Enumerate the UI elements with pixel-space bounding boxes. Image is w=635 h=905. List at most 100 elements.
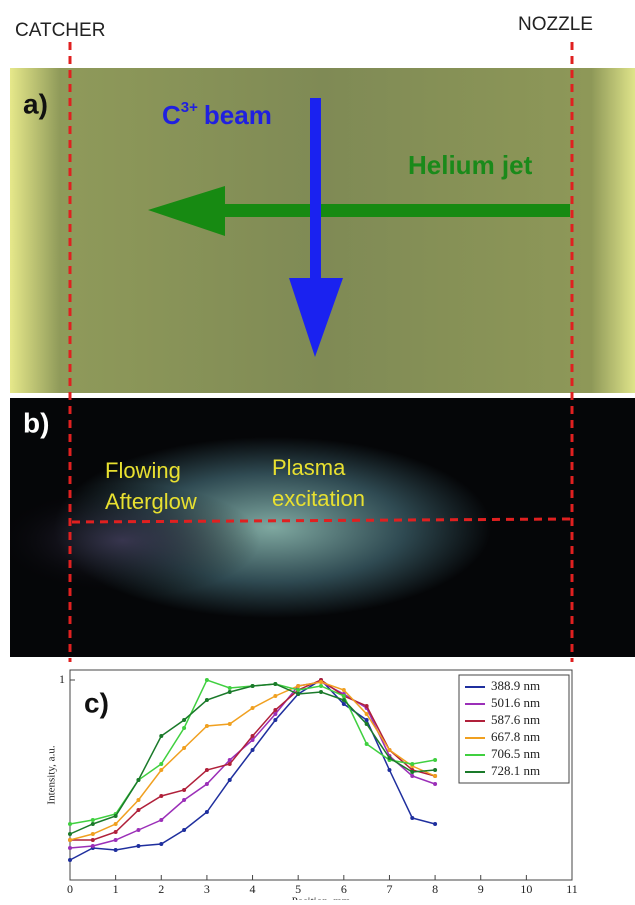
point [90,844,95,848]
point [364,742,369,746]
point [204,678,209,682]
legend-label: 587.6 nm [491,712,540,727]
point [113,822,118,826]
point [204,768,209,772]
point [273,694,278,698]
point [113,830,118,834]
y-axis-label: Intensity, a.u. [46,745,58,804]
point [433,782,438,786]
x-tick-label: 9 [478,882,484,896]
point [341,694,346,698]
point [341,688,346,692]
point [68,858,72,862]
point [113,838,118,842]
point [182,726,187,730]
point [182,798,187,802]
point [68,832,72,836]
x-tick-label: 1 [113,882,119,896]
point [227,762,232,766]
point [204,810,209,814]
nozzle-label: NOZZLE [518,14,593,35]
point [433,822,438,826]
chart-title: c) [84,687,109,718]
x-axis-label: Position, mm [292,896,351,900]
beam-label: C3+ beam [162,99,272,130]
chart: 012345678910111Position, mmIntensity, a.… [46,669,578,905]
y-tick-label: 1 [59,672,65,686]
x-tick-label: 10 [520,882,532,896]
point [319,684,323,688]
point [227,690,232,694]
point [364,704,369,708]
point [159,842,164,846]
legend-label: 667.8 nm [491,729,540,744]
x-tick-label: 4 [250,882,256,896]
point [159,762,164,766]
point [136,844,141,848]
x-tick-label: 7 [386,882,392,896]
afterglow-glow [10,398,635,657]
point [68,846,72,850]
afterglow-line: Flowing [105,458,181,483]
excitation-line: Plasma [272,455,346,480]
point [136,828,141,832]
x-tick-label: 5 [295,882,301,896]
point [387,748,392,752]
point [90,822,95,826]
point [90,818,95,822]
point [136,778,141,782]
point [433,768,438,772]
point [159,768,164,772]
point [204,724,209,728]
point [273,712,278,716]
point [182,788,187,792]
panel-a-image [10,68,635,393]
point [182,746,187,750]
x-tick-label: 0 [67,882,73,896]
point [341,698,346,702]
jet-arrow [148,186,570,236]
point [341,702,346,706]
beam-arrow [289,98,343,357]
point [433,758,438,762]
point [410,762,415,766]
guides [68,42,574,662]
point [250,684,255,688]
point [159,734,164,738]
legend-box [458,674,570,784]
point [364,722,369,726]
point [250,748,255,752]
point [296,688,301,692]
point [227,686,232,690]
point [204,698,209,702]
point [227,722,232,726]
point [250,734,255,738]
beam-sup: 3+ [181,99,198,116]
point [410,816,415,820]
legend-label: 388.9 nm [491,678,540,693]
x-tick-label: 6 [341,882,347,896]
point [319,690,323,694]
point [68,838,72,842]
point [387,756,392,760]
point [364,712,369,716]
point [319,680,323,684]
point [136,798,141,802]
panel-b-label: b) [23,407,49,438]
excitation-line: excitation [272,486,365,511]
beam-c: C [162,100,181,130]
jet-label: Helium jet [408,150,533,180]
point [364,718,369,722]
point [227,758,232,762]
point [68,822,72,826]
point [90,832,95,836]
legend-label: 706.5 nm [491,746,540,761]
point [296,692,301,696]
point [182,718,187,722]
point [296,684,301,688]
afterglow-line: Afterglow [105,489,197,514]
catcher-label: CATCHER [15,20,105,41]
point [387,768,392,772]
point [273,708,278,712]
point [204,782,209,786]
